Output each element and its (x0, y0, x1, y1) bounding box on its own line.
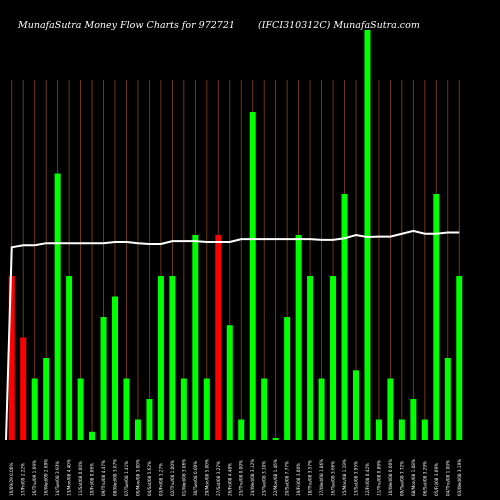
bar (410, 399, 417, 440)
x-tick-label: 04/Sat/08 5.62% (147, 461, 152, 496)
x-tick-label: 16/Tue/08 3.66% (331, 461, 336, 496)
x-tick-label: 18/Thu/08 3.57% (308, 460, 313, 496)
bar (352, 370, 359, 440)
x-tick-label: 11/Thu/08 0.89% (376, 460, 381, 496)
bar (77, 378, 84, 440)
x-tick-label: 30/Tue/08 0.00% (193, 461, 198, 496)
bar (215, 235, 222, 440)
bar (456, 276, 463, 440)
bar (387, 378, 394, 440)
bar (444, 358, 451, 440)
x-tick-label: 09/Thu/08 4.47% (101, 460, 106, 496)
bar (31, 378, 38, 440)
bar (146, 399, 153, 440)
bar (192, 235, 199, 440)
bar (169, 276, 176, 440)
x-tick-label: 09/Tue/08 7.72% (399, 461, 404, 496)
x-tick-label: 01/Wed/08 3.06% (181, 459, 186, 496)
x-tick-label: 10/Fri/08 0.06% (90, 463, 95, 496)
bar (307, 276, 314, 440)
x-tick-label: 03/Wed/08 3.19% (457, 459, 462, 496)
money-flow-line (5, 229, 460, 441)
bar (8, 276, 15, 440)
x-tick-label: 16/Wed/09 2.69% (44, 459, 49, 496)
x-tick-label: 24/Wed/08 3.12% (250, 459, 255, 496)
x-tick-label: 04/Thu/08 1.00% (445, 460, 450, 496)
x-tick-label: 29/Mon/08 5.00% (204, 459, 209, 496)
bar (433, 194, 440, 440)
bar (341, 194, 348, 440)
bar (375, 419, 382, 440)
bar (284, 317, 291, 440)
bar (89, 431, 96, 440)
x-tick-label: 27/Sat/08 3.27% (216, 461, 221, 496)
x-tick-label: 13/Sat/08 3.95% (353, 461, 358, 496)
bar (272, 437, 279, 440)
x-tick-label: 12/Fri/08 0.42% (365, 463, 370, 496)
bar (318, 378, 325, 440)
x-tick-labels: 16/09/29 0.00% 17/Fri/09 2.22% 16/Thu/09 1… (9, 459, 462, 496)
bar (364, 30, 371, 440)
bar (249, 112, 256, 440)
x-tick-label: 15/Mon/08 1.19% (342, 459, 347, 496)
x-tick-label: 23/Tue/08 3.10% (262, 461, 267, 496)
bar (261, 378, 268, 440)
bar (66, 276, 73, 440)
x-tick-label: 13/Mon/08 4.40% (67, 459, 72, 496)
x-tick-label: 06/Mon/08 3.00% (135, 459, 140, 496)
bar (20, 337, 27, 440)
bar (112, 296, 119, 440)
x-tick-label: 16/09/29 0.00% (9, 463, 14, 496)
x-tick-label: 17/Wed/08 1.86% (319, 459, 324, 496)
x-tick-label: 10/Wed/08 0.00% (388, 459, 393, 496)
bar (238, 419, 245, 440)
chart-title-left: MunafaSutra Money Flow Charts for 972721 (17, 20, 235, 31)
x-tick-label: 20/Sat/08 7.77% (285, 461, 290, 496)
bar (421, 419, 428, 440)
x-tick-label: 25/Thu/08 0.00% (239, 460, 244, 496)
x-tick-label: 02/Thu/08 1.00% (170, 460, 175, 496)
bar (295, 235, 302, 440)
bar (100, 317, 107, 440)
x-tick-label: 14/Tue/08 3.93% (55, 461, 60, 496)
x-tick-label: 26/Fri/08 4.48% (227, 463, 232, 496)
x-tick-label: 19/Fri/08 3.00% (296, 463, 301, 496)
x-tick-label: 22/Mon/08 1.46% (273, 459, 278, 496)
x-tick-label: 03/Fri/08 3.27% (158, 463, 163, 496)
bar (226, 325, 233, 440)
x-tick-label: 05/Fri/08 3.09% (434, 463, 439, 496)
bar (123, 378, 130, 440)
bar (43, 358, 50, 440)
chart-title-right: (IFCI310312C) MunafaSutra.com (258, 20, 420, 31)
bar (330, 276, 337, 440)
x-tick-label: 16/Thu/09 1.69% (32, 460, 37, 496)
x-tick-label: 08/Wed/08 3.07% (113, 459, 118, 496)
x-tick-label: 08/Mon/08 1.08% (411, 459, 416, 496)
x-tick-label: 17/Fri/09 2.22% (21, 463, 26, 496)
bar (398, 419, 405, 440)
bar (180, 378, 187, 440)
bar (203, 378, 210, 440)
bar (134, 419, 141, 440)
x-tick-label: 11/Sat/08 0.00% (78, 461, 83, 496)
bar (54, 173, 61, 440)
bar (157, 276, 164, 440)
bars (8, 30, 463, 440)
x-tick-label: 07/Tue/08 1.41% (124, 461, 129, 496)
x-tick-label: 06/Sat/08 3.29% (422, 461, 427, 496)
